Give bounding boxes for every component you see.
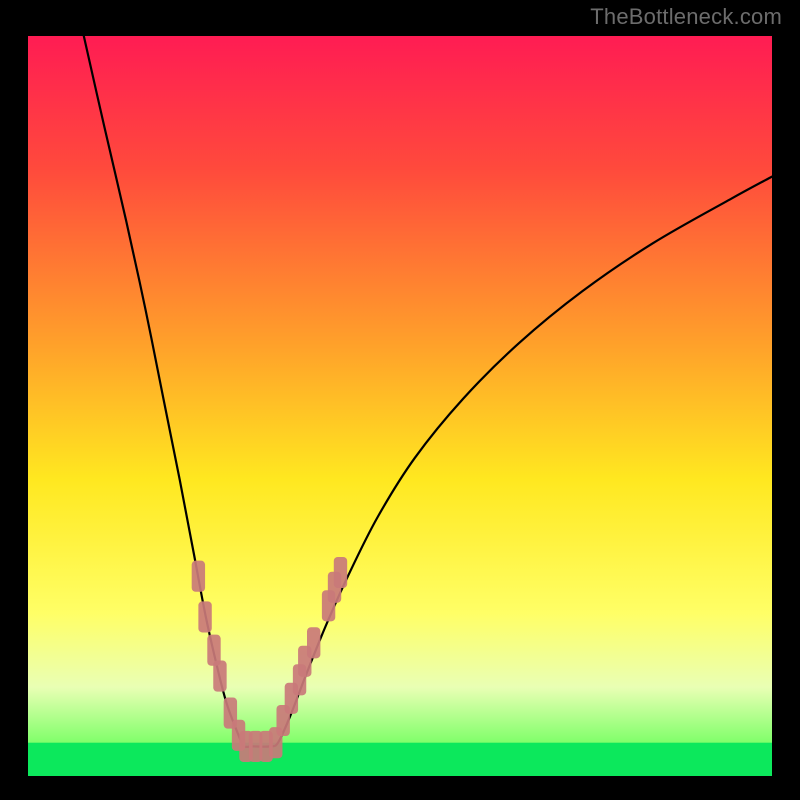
marker-point	[192, 561, 205, 592]
watermark-text: TheBottleneck.com	[590, 4, 782, 30]
marker-point	[198, 601, 211, 632]
marker-point	[213, 661, 226, 692]
marker-point	[334, 557, 347, 588]
chart-root: TheBottleneck.com	[0, 0, 800, 800]
plot-area	[28, 36, 772, 776]
gradient-background	[28, 36, 772, 776]
green-band	[28, 743, 772, 776]
bottleneck-chart	[28, 36, 772, 776]
marker-point	[307, 627, 320, 658]
